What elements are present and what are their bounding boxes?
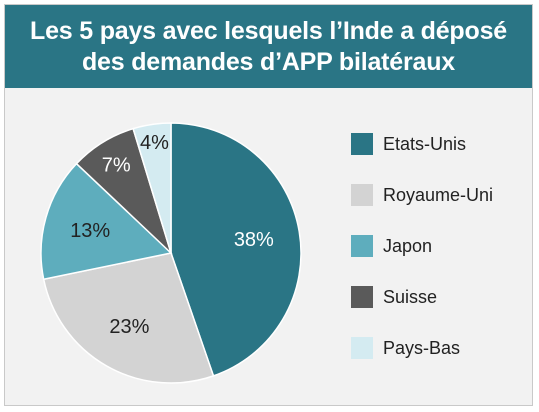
pie-slice-japon	[40, 162, 173, 281]
pie-slice-etats-unis	[170, 122, 302, 377]
chart-area: 38% 23% 13% 7% 4% Etats-Unis Royaume-Uni Japon…	[5, 88, 532, 405]
data-label-etats-unis: 38%	[234, 229, 274, 251]
legend-item-japon: Japon	[351, 233, 493, 259]
chart-title-line1: Les 5 pays avec lesquels l’Inde a déposé	[30, 16, 507, 45]
legend-label: Suisse	[383, 286, 438, 307]
chart-title-line2: des demandes d’APP bilatéraux	[81, 47, 456, 76]
data-label-japon: 13%	[70, 220, 110, 242]
legend-item-etats-unis: Etats-Unis	[351, 131, 493, 157]
legend-item-royaume-uni: Royaume-Uni	[351, 182, 493, 208]
legend-swatch	[351, 286, 373, 308]
legend-label: Etats-Unis	[383, 133, 467, 154]
legend-swatch	[351, 235, 373, 257]
pie-slice-royaume-uni	[42, 252, 215, 384]
legend-swatch	[351, 184, 373, 206]
chart-frame: Les 5 pays avec lesquels l’Inde a déposé…	[4, 4, 533, 406]
pie-chart: 38% 23% 13% 7% 4%	[40, 122, 302, 384]
pie-slice-pays-bas	[132, 122, 172, 254]
legend-swatch	[351, 337, 373, 359]
legend-item-suisse: Suisse	[351, 284, 493, 310]
data-label-pays-bas: 4%	[140, 132, 169, 154]
title-bar: Les 5 pays avec lesquels l’Inde a déposé…	[5, 5, 532, 88]
legend-label: Japon	[383, 235, 433, 256]
legend-label: Pays-Bas	[383, 337, 461, 358]
legend-swatch	[351, 133, 373, 155]
data-label-royaume-uni: 23%	[109, 316, 149, 338]
legend-item-pays-bas: Pays-Bas	[351, 335, 493, 361]
legend-label: Royaume-Uni	[383, 184, 494, 205]
data-label-suisse: 7%	[102, 155, 131, 177]
legend: Etats-Unis Royaume-Uni Japon Suisse Pays-Bas	[351, 131, 493, 386]
